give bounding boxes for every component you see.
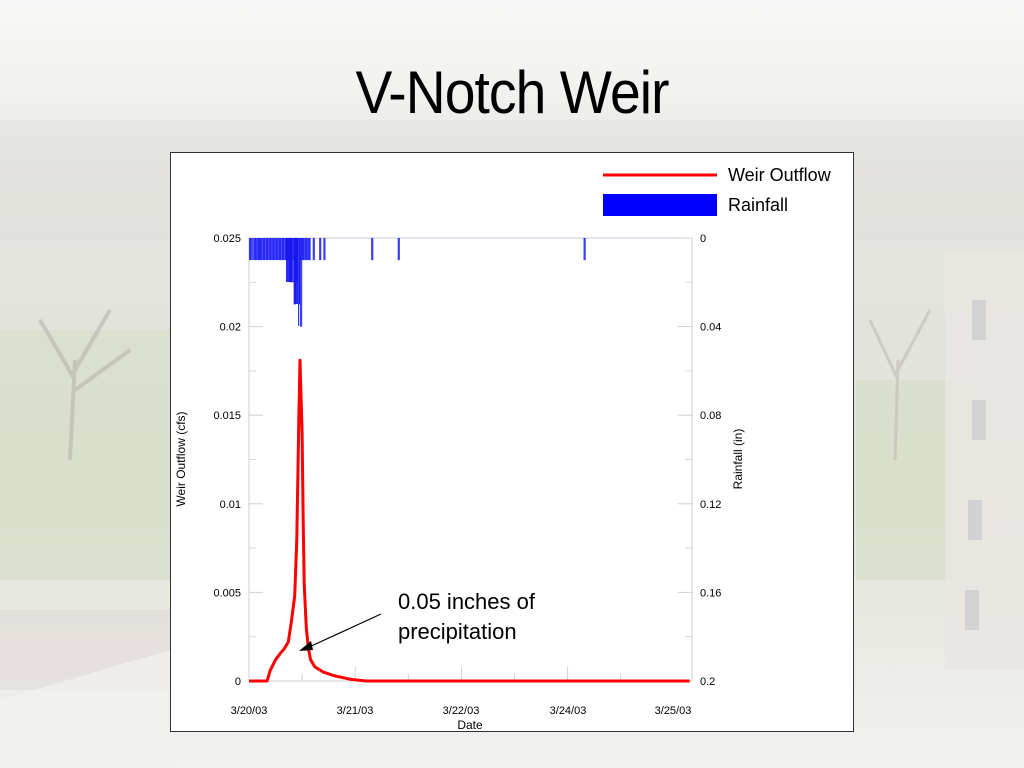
annotation-text-line2: precipitation — [398, 619, 517, 644]
annotation-arrow — [306, 613, 382, 649]
rainfall-bars — [249, 238, 586, 327]
y2-tick-label: 0.16 — [700, 587, 721, 599]
chart: 0 0.005 0.01 0.015 0.02 0.025 0 0.04 0.08 0.12 0.… — [174, 165, 832, 732]
arrowhead-icon — [299, 641, 313, 651]
y2-tick-label: 0.2 — [700, 676, 715, 688]
y-tick-label: 0.025 — [213, 233, 241, 245]
y-tick-label: 0 — [235, 676, 241, 688]
y-axis-left: 0 0.005 0.01 0.015 0.02 0.025 — [213, 233, 263, 688]
y2-axis-title: Rainfall (in) — [731, 429, 745, 490]
legend-rainfall-swatch — [603, 194, 717, 216]
x-tick-label: 3/25/03 — [655, 705, 692, 717]
chart-container: 0 0.005 0.01 0.015 0.02 0.025 0 0.04 0.08 0.12 0.… — [170, 152, 854, 732]
y2-tick-label: 0.08 — [700, 410, 721, 422]
x-tick-label: 3/22/03 — [443, 705, 480, 717]
y2-tick-label: 0.12 — [700, 499, 721, 511]
x-axis: 3/20/03 3/21/03 3/22/03 3/24/03 3/25/03 — [231, 667, 692, 717]
y-axis-right: 0 0.04 0.08 0.12 0.16 0.2 — [678, 233, 721, 688]
x-tick-label: 3/20/03 — [231, 705, 268, 717]
annotation: 0.05 inches of precipitation — [299, 589, 536, 651]
legend-rainfall-label: Rainfall — [728, 195, 788, 215]
y2-tick-label: 0.04 — [700, 322, 721, 334]
y-tick-label: 0.015 — [213, 410, 241, 422]
y-tick-label: 0.02 — [220, 322, 241, 334]
x-axis-title: Date — [457, 718, 483, 732]
y2-tick-label: 0 — [700, 233, 706, 245]
weir-outflow-line — [249, 358, 690, 683]
y-tick-label: 0.005 — [213, 587, 241, 599]
x-tick-label: 3/21/03 — [337, 705, 374, 717]
legend: Weir Outflow Rainfall — [603, 165, 832, 216]
legend-outflow-label: Weir Outflow — [728, 165, 832, 185]
slide-title: V-Notch Weir — [355, 59, 669, 126]
annotation-text-line1: 0.05 inches of — [398, 589, 536, 614]
y-axis-title: Weir Outflow (cfs) — [174, 411, 188, 506]
x-tick-label: 3/24/03 — [550, 705, 587, 717]
y-tick-label: 0.01 — [220, 499, 241, 511]
plot-frame — [248, 237, 693, 682]
